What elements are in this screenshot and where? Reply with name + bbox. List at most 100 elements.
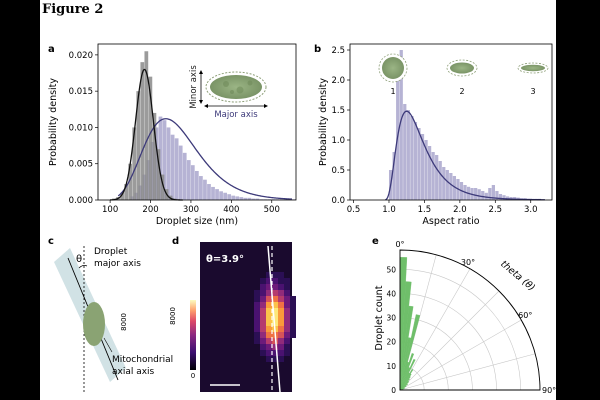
heatmap-pixel bbox=[266, 344, 272, 350]
bar-aspect bbox=[488, 188, 492, 200]
heatmap-pixel bbox=[260, 314, 266, 320]
droplet-axis-label-2: major axis bbox=[94, 259, 141, 269]
heatmap-pixel bbox=[266, 302, 272, 308]
bar-aspect bbox=[449, 173, 453, 200]
figure-title: Figure 2 bbox=[42, 2, 104, 17]
bar-gray bbox=[156, 149, 161, 200]
heatmap-pixel bbox=[260, 338, 266, 344]
bar-purple bbox=[219, 191, 223, 200]
bar-aspect bbox=[513, 197, 517, 200]
bar-purple bbox=[166, 127, 171, 200]
bar-gray bbox=[124, 184, 129, 200]
heatmap-pixel bbox=[266, 326, 272, 332]
heatmap-pixel bbox=[254, 302, 260, 308]
bar-purple bbox=[255, 198, 260, 200]
left-black-margin bbox=[0, 0, 40, 400]
bar-gray bbox=[152, 112, 157, 200]
heatmap-pixel bbox=[272, 314, 278, 320]
y-tick-label-b: 2.5 bbox=[331, 46, 345, 56]
r-tick-label: 30 bbox=[386, 314, 396, 323]
bar-aspect bbox=[442, 167, 446, 200]
x-tick-label-a: 500 bbox=[264, 205, 280, 215]
heatmap-pixel bbox=[284, 350, 290, 356]
heatmap-pixel bbox=[278, 320, 284, 326]
heatmap-pixel bbox=[266, 272, 272, 278]
heatmap-pixel bbox=[266, 290, 272, 296]
bar-aspect bbox=[498, 194, 503, 200]
heatmap-pixel bbox=[284, 320, 290, 326]
heatmap-pixel bbox=[272, 350, 278, 356]
bar-aspect bbox=[424, 140, 428, 200]
bar-gray bbox=[128, 163, 133, 200]
shape-2-droplet bbox=[450, 62, 474, 74]
heatmap-pixel bbox=[284, 290, 290, 296]
bar-aspect bbox=[435, 155, 439, 200]
heatmap-pixel bbox=[278, 290, 284, 296]
colorbar-min: 0 bbox=[191, 372, 195, 380]
panel-c-diagram: θ Droplet major axis Mitochondrial axial… bbox=[54, 246, 173, 392]
bar-purple bbox=[182, 152, 187, 200]
heatmap-pixel bbox=[266, 308, 272, 314]
x-tick-label-a: 100 bbox=[102, 205, 118, 215]
heatmap-pixel bbox=[284, 302, 290, 308]
heatmap-pixel bbox=[272, 278, 278, 284]
panel-b-chart: 0.5 1.0 1.5 2.0 2.5 3.00.00.51.01.52.02.5Aspe… bbox=[318, 43, 553, 227]
bar-gray bbox=[144, 51, 149, 200]
shape-label-2: 2 bbox=[459, 87, 464, 96]
bar-purple bbox=[215, 189, 219, 200]
heatmap-pixel bbox=[290, 320, 296, 326]
heatmap-pixel bbox=[266, 320, 272, 326]
heatmap-pixel bbox=[266, 296, 272, 302]
y-tick-label-b: 0.0 bbox=[331, 196, 345, 206]
bar-aspect bbox=[420, 134, 425, 200]
bar-purple bbox=[223, 192, 228, 200]
y-tick-label-a: 0.020 bbox=[69, 51, 93, 61]
bar-aspect bbox=[403, 104, 407, 200]
bar-purple bbox=[162, 120, 167, 200]
heatmap-pixel bbox=[260, 344, 266, 350]
bar-purple bbox=[231, 195, 236, 200]
bar-purple bbox=[170, 134, 175, 200]
heatmap-pixel bbox=[254, 332, 260, 338]
bar-purple bbox=[243, 197, 248, 200]
heatmap-pixel bbox=[260, 308, 266, 314]
heatmap-pixel bbox=[260, 296, 266, 302]
major-axis-label: Major axis bbox=[214, 110, 258, 120]
heatmap-pixel bbox=[260, 290, 266, 296]
heatmap-pixel bbox=[260, 320, 266, 326]
colorbar-max-label: 8000 bbox=[120, 313, 128, 331]
heatmap-pixel bbox=[272, 272, 278, 278]
y-tick-label-a: 0.005 bbox=[69, 160, 93, 170]
bar-purple bbox=[142, 174, 147, 200]
bar-purple bbox=[178, 145, 183, 200]
bar-gray bbox=[160, 174, 165, 200]
bar-aspect bbox=[481, 191, 485, 200]
heatmap-pixel bbox=[278, 308, 284, 314]
bar-purple bbox=[138, 185, 143, 200]
panel-label-e: e bbox=[372, 236, 379, 247]
shape-label-3: 3 bbox=[530, 87, 535, 96]
heatmap-pixel bbox=[272, 290, 278, 296]
heatmap-pixel bbox=[266, 356, 272, 362]
heatmap-pixel bbox=[284, 314, 290, 320]
heatmap-pixel bbox=[278, 350, 284, 356]
heatmap-pixel bbox=[284, 326, 290, 332]
bar-purple bbox=[235, 196, 240, 200]
bar-purple bbox=[134, 192, 139, 200]
shape-3-droplet bbox=[521, 64, 545, 72]
heatmap-pixel bbox=[272, 284, 278, 290]
heatmap-pixel bbox=[290, 302, 296, 308]
bar-aspect bbox=[452, 176, 457, 200]
x-tick-label-b: 3.0 bbox=[524, 205, 538, 215]
bar-purple bbox=[251, 198, 256, 200]
heatmap-pixel bbox=[254, 338, 260, 344]
heatmap-pixel bbox=[278, 296, 284, 302]
angle-axis-label: theta (θ) bbox=[498, 259, 537, 294]
x-tick-label-b: 2.5 bbox=[489, 205, 503, 215]
bar-aspect bbox=[410, 116, 414, 200]
x-tick-label-a: 300 bbox=[183, 205, 199, 215]
panel-e-polar-chart: 0 10 20 30 40 50 0° 30° 60° 90° theta (θ) Droplet c… bbox=[374, 240, 556, 395]
bar-purple bbox=[227, 194, 232, 200]
heatmap-pixel bbox=[266, 338, 272, 344]
